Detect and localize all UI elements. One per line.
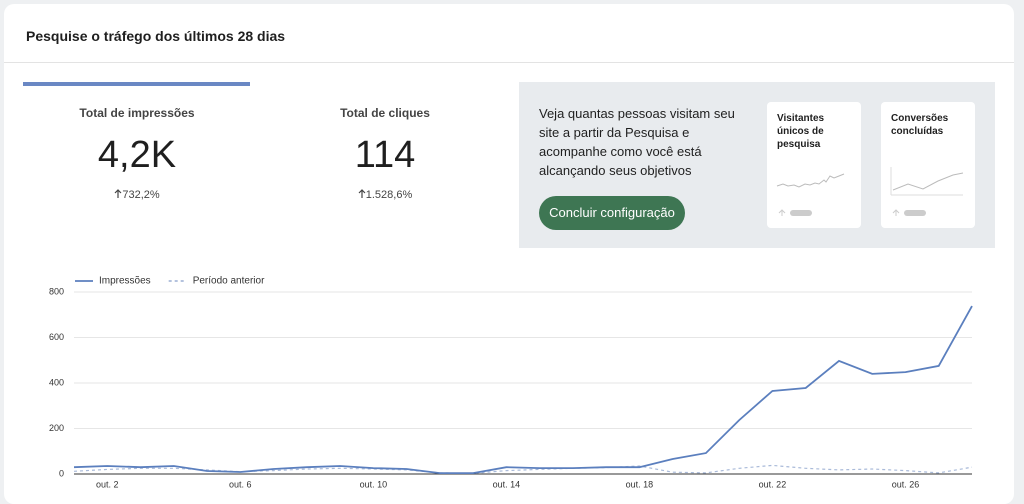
y-tick-label: 400: [49, 377, 64, 387]
traffic-card: Pesquise o tráfego dos últimos 28 dias T…: [4, 4, 1014, 504]
metric-tab[interactable]: Total de impressões 4,2K 732,2%: [22, 106, 252, 201]
mini-sparkline: [776, 173, 845, 216]
separator: [4, 62, 1014, 63]
mini-card-title: Conversões concluídas: [891, 113, 949, 137]
x-tick-label: out. 18: [626, 479, 654, 489]
mini-card-title: Visitantes únicos de pesquisa: [777, 113, 825, 150]
metric-change: 1.528,6%: [270, 189, 500, 201]
promo-panel: Veja quantas pessoas visitam seu site a …: [519, 82, 995, 248]
series-line: [73, 464, 973, 474]
x-tick-label: out. 6: [229, 479, 252, 489]
mini-sparkline: [890, 167, 964, 216]
metric-change-text: 732,2%: [122, 189, 160, 201]
up-arrow: [114, 189, 122, 198]
up-arrow: [358, 189, 366, 198]
metric-tab[interactable]: Total de cliques 114 1.528,6%: [270, 106, 500, 201]
metric-label: Total de impressões: [79, 106, 195, 120]
legend-label: Impressões: [99, 276, 151, 287]
y-tick-label: 800: [49, 286, 64, 296]
x-tick-label: out. 14: [493, 479, 521, 489]
x-tick-label: out. 2: [96, 479, 119, 489]
y-tick-label: 0: [59, 468, 64, 478]
metric-change-text: 1.528,6%: [365, 189, 413, 201]
setup-button[interactable]: Concluir configuração: [539, 196, 685, 230]
y-tick-label: 200: [49, 423, 64, 433]
series-line: [73, 305, 973, 474]
x-tick-label: out. 10: [360, 479, 388, 489]
card-title: Pesquise o tráfego dos últimos 28 dias: [26, 28, 286, 44]
metric-label: Total de cliques: [340, 106, 430, 120]
active-tab-indicator: [23, 82, 250, 86]
x-tick-label: out. 26: [892, 479, 920, 489]
mini-card: Conversões concluídas: [881, 102, 975, 228]
metric-value: 4,2K: [97, 134, 177, 176]
line-chart: 0 200 400 600 800 out. 2 out. 6 out. 10 out. 14 o…: [49, 276, 973, 489]
metric-value: 114: [354, 134, 416, 176]
mini-card: Visitantes únicos de pesquisa: [767, 102, 861, 228]
y-tick-label: 600: [49, 332, 64, 342]
metric-change: 732,2%: [22, 189, 252, 201]
x-tick-label: out. 22: [759, 479, 787, 489]
promo-text: Veja quantas pessoas visitam seu site a …: [539, 106, 735, 178]
legend-label: Período anterior: [193, 276, 265, 287]
